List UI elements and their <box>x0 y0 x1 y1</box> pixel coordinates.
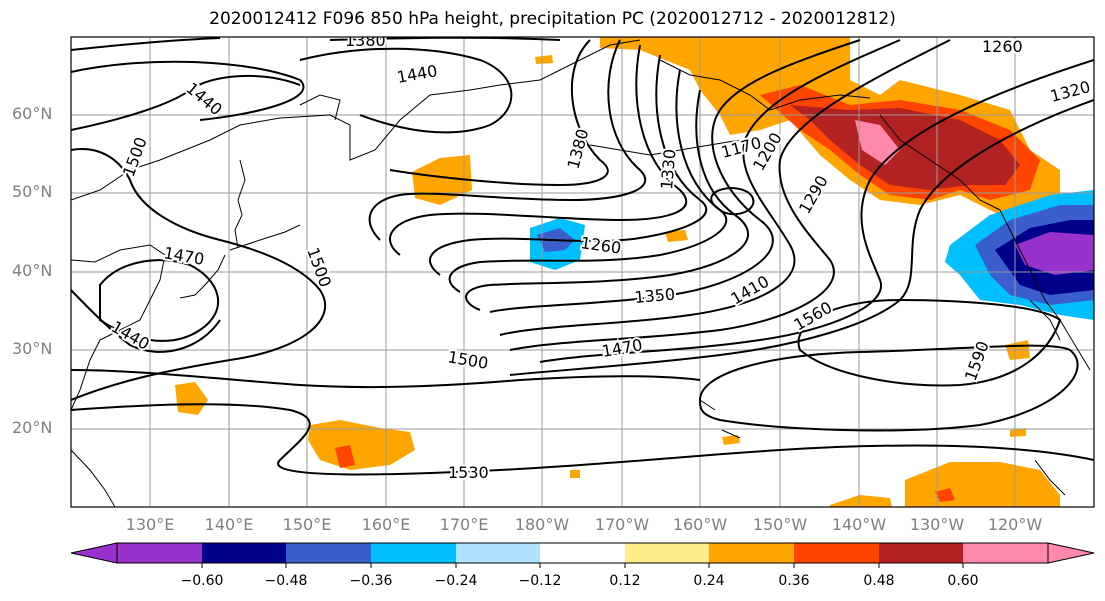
map-title: 2020012412 F096 850 hPa height, precipit… <box>209 9 896 29</box>
colorbar-tick-label: −0.12 <box>518 573 562 589</box>
contour-label: 1350 <box>634 285 676 307</box>
lon-label: 150°E <box>282 515 332 534</box>
colorbar-tick-label: 0.48 <box>863 573 895 589</box>
contour-label: 1500 <box>446 347 489 373</box>
colorbar-tick-label: −0.36 <box>349 573 393 589</box>
lon-label: 140°E <box>204 515 254 534</box>
colorbar-bin <box>963 543 1048 563</box>
colorbar <box>70 542 1095 568</box>
colorbar-tick-label: −0.24 <box>434 573 478 589</box>
contour-label: 1440 <box>108 317 153 354</box>
colorbar-bin <box>709 543 794 563</box>
colorbar-bin <box>371 543 456 563</box>
colorbar-extend-low <box>70 542 118 564</box>
contour-label: 1380 <box>345 31 386 50</box>
lon-label: 140°W <box>831 515 887 534</box>
contour-label: 1440 <box>395 61 438 87</box>
colorbar-tick-label: −0.60 <box>180 573 224 589</box>
colorbar-tick-label: 0.24 <box>693 573 725 589</box>
lon-label: 170°W <box>594 515 650 534</box>
colorbar-bin <box>794 543 879 563</box>
lat-label: 30°N <box>12 339 53 358</box>
colorbar-bin <box>540 543 625 563</box>
colorbar-bin <box>117 543 202 563</box>
colorbar-extend-high <box>1047 542 1095 564</box>
colorbar-bin <box>456 543 540 563</box>
contour-label: 1590 <box>961 339 993 384</box>
lat-label: 50°N <box>12 182 53 201</box>
lat-label: 40°N <box>12 261 53 280</box>
contour-label: 1440 <box>182 79 225 120</box>
colorbar-tick-label: 0.36 <box>778 573 810 589</box>
colorbar-tick-label: 0.60 <box>947 573 979 589</box>
lon-label: 160°W <box>672 515 728 534</box>
contour-label: 1380 <box>564 127 593 171</box>
contour-label: 1500 <box>119 135 151 180</box>
colorbar-tick-label: 0.12 <box>609 573 641 589</box>
contour-label: 1290 <box>795 172 832 217</box>
lon-label: 120°W <box>987 515 1043 534</box>
lat-label: 20°N <box>12 418 53 437</box>
contour-label: 1320 <box>1048 77 1092 106</box>
contour-label: 1260 <box>982 37 1023 56</box>
lon-label: 170°E <box>439 515 489 534</box>
colorbar-bin <box>202 543 286 563</box>
lon-label: 130°E <box>125 515 175 534</box>
lat-label: 60°N <box>12 104 53 123</box>
map-frame <box>70 36 1095 508</box>
contour-label: 1470 <box>162 243 205 269</box>
colorbar-bin <box>879 543 963 563</box>
contour-label: 1530 <box>448 463 489 482</box>
colorbar-bin <box>625 543 709 563</box>
coastlines <box>71 39 1091 507</box>
lon-label: 160°E <box>361 515 411 534</box>
contour-label: 1330 <box>657 148 679 190</box>
height-contours <box>71 37 1094 476</box>
lon-label: 130°W <box>909 515 965 534</box>
colorbar-bin <box>286 543 371 563</box>
lon-label: 180°W <box>514 515 570 534</box>
lon-label: 150°W <box>752 515 808 534</box>
contour-label: 1260 <box>579 233 622 257</box>
contour-label: 1500 <box>303 245 335 290</box>
colorbar-tick-label: −0.48 <box>264 573 308 589</box>
